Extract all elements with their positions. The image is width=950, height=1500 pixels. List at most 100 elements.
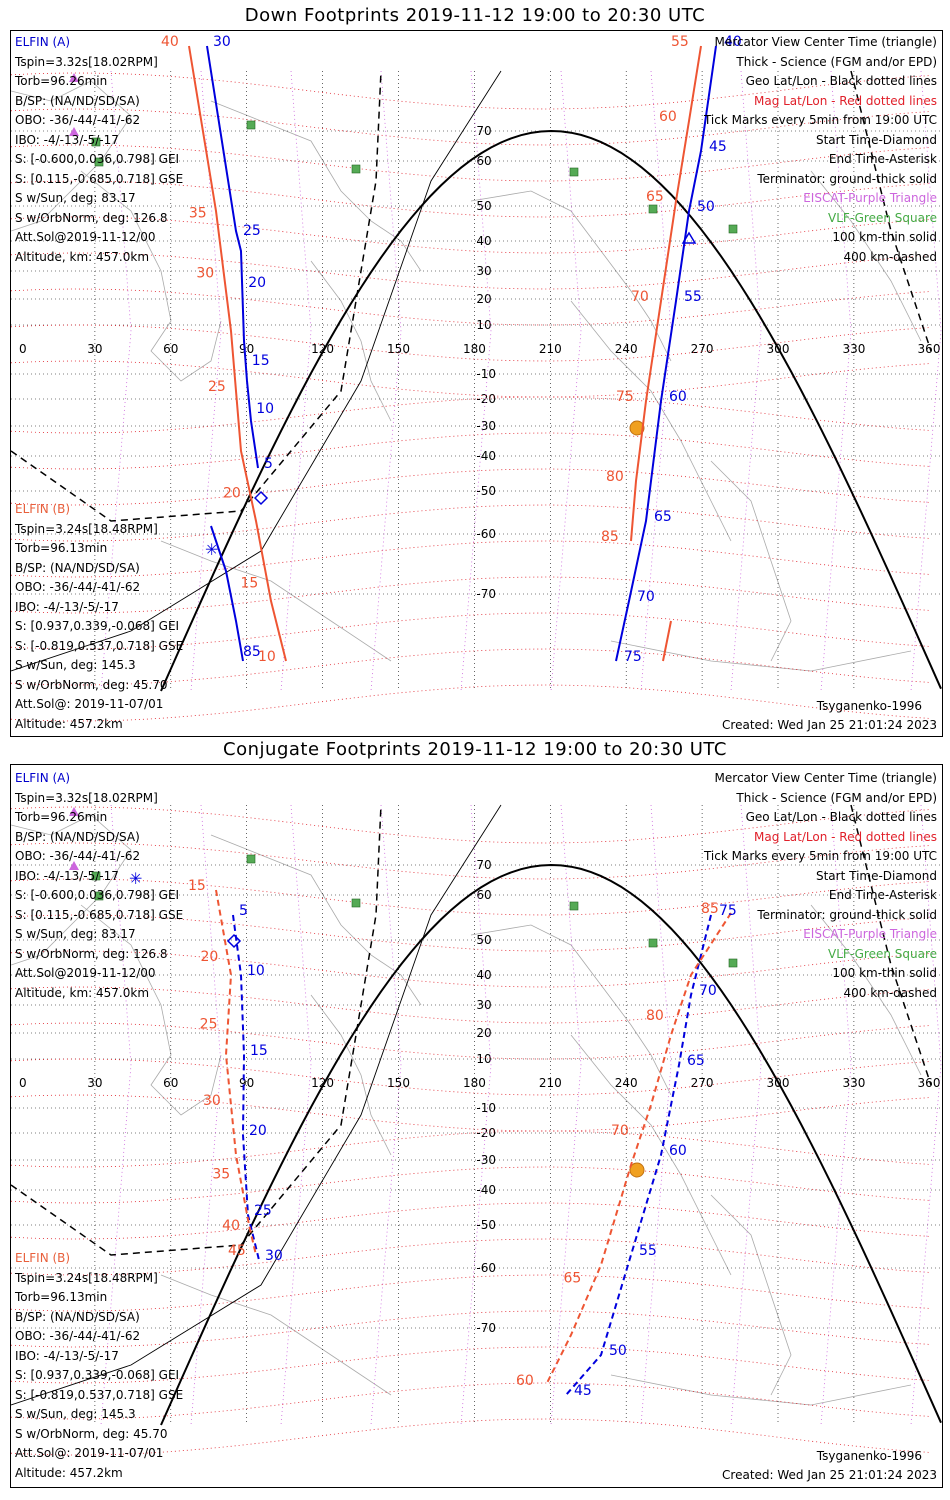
mag-latitude-line (11, 360, 932, 398)
coastline (470, 924, 672, 1096)
elfin-a2-tick-label: 65 (687, 1053, 705, 1069)
legend-start: Start Time-Diamond (815, 868, 937, 883)
mag-longitude-line (550, 70, 582, 692)
elfin-b-bsp: B/SP: (NA/ND/SD/SA) (15, 1309, 140, 1324)
legend-vlf: VLF-Green Square (828, 210, 937, 225)
vlf-station-marker (728, 224, 738, 234)
legend-100km: 100 km-thin solid (832, 230, 937, 244)
vlf-station-marker (94, 157, 104, 167)
mag-longitude-line (460, 804, 492, 1426)
elfin-a-sun: S w/Sun, deg: 83.17 (15, 191, 136, 205)
panel-title-conjugate: Conjugate Footprints 2019-11-12 19:00 to… (223, 739, 727, 760)
panel-title-down: Down Footprints 2019-11-12 19:00 to 20:3… (244, 5, 706, 26)
vlf-station-marker (728, 958, 738, 968)
lat-tick-label: -30 (476, 419, 496, 433)
lon-tick-label: 210 (539, 342, 562, 356)
elfin-a-bsp: B/SP: (NA/ND/SD/SA) (15, 93, 140, 108)
lon-tick-label: 330 (842, 1076, 865, 1090)
model-label: Tsyganenko-1996 (816, 1449, 922, 1463)
mag-latitude-line (11, 1022, 932, 1060)
elfin-a-gei: S: [-0.600,0.036,0.798] GEI (15, 888, 180, 902)
lon-tick-label: 210 (539, 1076, 562, 1090)
lat-tick-label: -40 (476, 449, 496, 463)
elfin-a-tspin: Tspin=3.32s[18.02RPM] (15, 54, 158, 69)
elfin-b2-tick-label: 60 (516, 1373, 534, 1389)
lat-tick-label: -50 (476, 484, 496, 498)
elfin-a-info-conj: ELFIN (A) Tspin=3.32s[18.02RPM] Torb=96.… (15, 769, 183, 1003)
mag-latitude-line (11, 432, 932, 470)
sun-icon (629, 1162, 645, 1178)
legend-thick: Thick - Science (FGM and/or EPD) (736, 790, 937, 805)
lat-tick-label: 30 (476, 264, 491, 278)
coastline (80, 170, 222, 382)
elfin-a-attsol: Att.Sol@2019-11-12/00 (15, 966, 156, 980)
mag-longitude-line (190, 70, 222, 692)
lon-tick-label: 240 (615, 1076, 638, 1090)
lat-tick-label: 40 (476, 234, 491, 248)
elfin-a-name: ELFIN (A) (15, 771, 71, 785)
lon-tick-label: 90 (239, 342, 254, 356)
elfin-b-bsp: B/SP: (NA/ND/SD/SA) (15, 560, 140, 575)
elfin-b2-tick-label: 70 (611, 1123, 629, 1139)
elfin-a-sun: S w/Sun, deg: 83.17 (15, 927, 136, 941)
elfin-a-tick-label: 5 (264, 456, 273, 472)
terminator-100km (11, 70, 502, 672)
elfin-b-tick-label: 35 (212, 1166, 230, 1182)
elfin-b-ibo: IBO: -4/-13/-5/-17 (15, 599, 119, 614)
coastline (610, 640, 912, 672)
elfin-b-ibo: IBO: -4/-13/-5/-17 (15, 1348, 119, 1363)
elfin-b-info-conj: ELFIN (B) Tspin=3.24s[18.48RPM] Torb=96.… (15, 1249, 183, 1483)
elfin-a-tick-label: 25 (254, 1203, 272, 1219)
legend-eiscat: EISCAT-Purple Triangle (803, 927, 937, 941)
elfin-a-tick-label: 30 (213, 34, 231, 50)
mag-longitude-line (190, 804, 222, 1426)
eiscat-marker (69, 807, 79, 816)
terminator-400km-east (850, 70, 932, 352)
legend: Mercator View Center Time (triangle) Thi… (704, 33, 937, 267)
lon-tick-label: 240 (615, 342, 638, 356)
elfin-b-gse: S: [-0.819,0.537,0.718] GSE (15, 1387, 184, 1402)
elfin-a-torb: Torb=96.26min (15, 810, 108, 824)
lat-tick-label: -40 (476, 1183, 496, 1197)
model-label: Tsyganenko-1996 (816, 699, 922, 713)
mag-latitude-line (11, 1130, 932, 1168)
legend-thick: Thick - Science (FGM and/or EPD) (736, 54, 937, 69)
lon-tick-label: 60 (163, 1076, 178, 1090)
lat-tick-label: 70 (476, 858, 491, 872)
elfin-a-gse: S: [0.115,-0.685,0.718] GSE (15, 171, 184, 186)
lon-tick-label: 150 (387, 342, 410, 356)
elfin-b-info: ELFIN (B) Tspin=3.24s[18.48RPM] Torb=96.… (15, 500, 183, 734)
elfin-b-tick-label: 40 (161, 34, 179, 50)
lat-tick-label: 60 (476, 888, 491, 902)
elfin-b2-tick-label: 80 (606, 469, 624, 485)
lat-tick-label: 10 (476, 1052, 491, 1066)
lon-tick-label: 0 (19, 342, 27, 356)
vlf-station-marker (94, 891, 104, 901)
legend-ticks: Tick Marks every 5min from 19:00 UTC (703, 113, 937, 127)
coastline (710, 460, 792, 662)
elfin-a-bsp: B/SP: (NA/ND/SD/SA) (15, 829, 140, 844)
lat-tick-label: -30 (476, 1153, 496, 1167)
elfin-b-orbnorm: S w/OrbNorm, deg: 45.70 (15, 1426, 168, 1441)
elfin-a-tick-label: 30 (265, 1248, 283, 1264)
elfin-b-attsol: Att.Sol@: 2019-11-07/01 (15, 1446, 164, 1460)
elfin-b-name: ELFIN (B) (15, 502, 71, 516)
elfin-b-track (215, 889, 257, 1256)
elfin-b-tick-label: 40 (222, 1218, 240, 1234)
lat-tick-label: -70 (476, 587, 496, 601)
elfin-a-tick-label: 20 (248, 275, 266, 291)
mag-longitude-line (370, 804, 402, 1426)
legend-terminator: Terminator: ground-thick solid (757, 907, 937, 922)
lat-tick-label: 50 (476, 199, 491, 213)
elfin-a-attsol: Att.Sol@2019-11-12/00 (15, 230, 156, 244)
elfin-b-sun: S w/Sun, deg: 145.3 (15, 1407, 136, 1421)
view-center-triangle-icon (681, 231, 697, 244)
elfin-b-tick-label: 10 (258, 649, 276, 665)
legend-ticks: Tick Marks every 5min from 19:00 UTC (703, 849, 937, 863)
elfin-b2-tick-label: 75 (616, 389, 634, 405)
lon-tick-label: 360 (918, 1076, 941, 1090)
coastline (610, 1374, 912, 1406)
legend-start: Start Time-Diamond (815, 132, 937, 147)
vlf-station-marker (246, 120, 256, 130)
elfin-a-ibo: IBO: -4/-13/-5/-17 (15, 868, 119, 883)
